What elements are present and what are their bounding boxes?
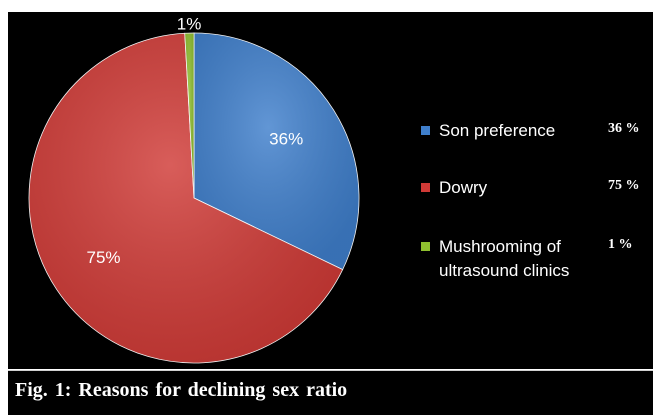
legend-value-son-preference: 36 % xyxy=(608,121,640,136)
legend-value-dowry: 75 % xyxy=(608,178,640,193)
legend-key-mushrooming-of-ultrasound-clinics xyxy=(421,242,430,251)
figure-caption-bar: Fig. 1: Reasons for declining sex ratio xyxy=(8,370,653,415)
pie-slice-shade-mushrooming-of-ultrasound-clinics xyxy=(184,33,194,198)
top-right-white-box xyxy=(474,0,594,12)
pie-slice-shade-dowry xyxy=(28,33,343,363)
legend: Son preference 36 % Dowry 75 % Mushrooming o… xyxy=(421,121,640,280)
pie-slices xyxy=(28,32,360,364)
slice-labels: 36% 75% 1% xyxy=(86,15,303,267)
legend-value-mushrooming-of-ultrasound-clinics: 1 % xyxy=(608,237,633,252)
slice-label-mushrooming-of-ultrasound-clinics: 1% xyxy=(177,15,202,34)
pie-chart: 36% 75% 1% Son preference 36 % Dowry 75 % Mush… xyxy=(8,12,653,369)
legend-key-dowry xyxy=(421,183,430,192)
pie-slice-shade-son-preference xyxy=(194,33,359,270)
legend-key-son-preference xyxy=(421,126,430,135)
figure-caption: Fig. 1: Reasons for declining sex ratio xyxy=(15,379,348,401)
legend-label-dowry: Dowry xyxy=(439,178,488,197)
pie-chart-svg: 36% 75% 1% Son preference 36 % Dowry 75 % Mush… xyxy=(28,15,640,364)
slice-label-son-preference: 36% xyxy=(269,130,303,149)
legend-label-mushrooming-of-ultrasound-clinics: Mushrooming of ultrasound clinics xyxy=(439,237,569,280)
slice-label-dowry: 75% xyxy=(86,248,120,267)
legend-label-son-preference: Son preference xyxy=(439,121,555,140)
